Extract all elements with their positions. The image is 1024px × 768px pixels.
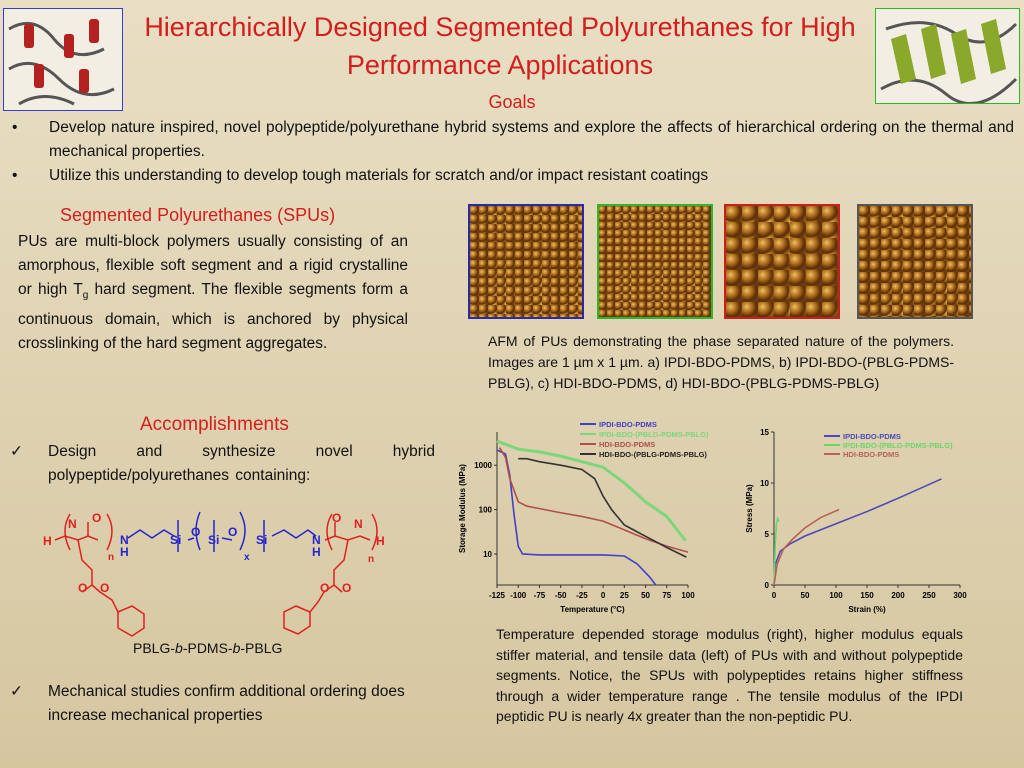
helix-cartoon-left (3, 8, 123, 111)
x-tick-label: -50 (555, 591, 567, 600)
svg-text:H: H (43, 534, 52, 548)
svg-text:Si: Si (208, 533, 219, 547)
x-tick-label: 75 (662, 591, 671, 600)
spu-text: PUs are multi-block polymers usually con… (18, 233, 409, 353)
x-tick-label: -125 (489, 591, 506, 600)
x-tick-label: 0 (601, 591, 606, 600)
svg-text:x: x (244, 552, 250, 563)
accomplishment-item: ✓ Design and synthesize novel hybrid poly… (10, 440, 435, 488)
y-tick-label: 10 (760, 479, 769, 488)
y-axis-label: Storage Modulus (MPa) (458, 464, 467, 553)
x-tick-label: 25 (620, 591, 629, 600)
svg-text:H: H (376, 534, 385, 548)
y-tick-label: 10 (483, 550, 492, 559)
mechanical-charts: -125 -100 -75 -50 -25 0 25 50 75 100101001000Temp… (458, 420, 967, 614)
afm-caption: AFM of PUs demonstrating the phase separ… (488, 333, 954, 391)
svg-text:Si: Si (170, 533, 181, 547)
figure-caption: Temperature depended storage modulus (ri… (496, 626, 963, 724)
afm-image (724, 204, 840, 319)
x-tick-label: 0 (772, 591, 777, 600)
spu-heading: Segmented Polyurethanes (SPUs) (60, 205, 336, 225)
poster-title: Hierarchically Designed Segmented Polyur… (144, 12, 856, 80)
svg-text:O: O (228, 525, 237, 539)
x-tick-label: 50 (801, 591, 810, 600)
svg-text:N: N (68, 517, 77, 531)
legend-label: IPDI-BDO-PDMS (843, 432, 901, 441)
x-tick-label: -25 (576, 591, 588, 600)
x-axis-label: Strain (%) (848, 605, 886, 614)
sheet-cartoon-right (875, 8, 1020, 106)
legend-label: HDI-BDO-PDMS (599, 440, 655, 449)
y-tick-label: 1000 (474, 461, 492, 470)
check-icon: ✓ (10, 443, 23, 460)
goal-item: • Utilize this understanding to develop t… (12, 167, 709, 184)
legend-label: HDI-BDO-(PBLG-PDMS-PBLG) (599, 450, 707, 459)
legend-label: HDI-BDO-PDMS (843, 450, 899, 459)
x-tick-label: 250 (922, 591, 936, 600)
afm-image (857, 204, 973, 319)
legend-label: IPDI-BDO-(PBLG-PDMS-PBLG) (843, 441, 953, 450)
y-tick-label: 15 (760, 428, 769, 437)
svg-text:O: O (342, 581, 351, 595)
svg-text:O: O (320, 581, 329, 595)
pblg-pdms-pblg-structure: H N O n N H Si O Si O x Si N H N H O n O… (43, 511, 385, 637)
svg-text:O: O (191, 525, 200, 539)
svg-text:N: N (120, 533, 129, 547)
afm-image (468, 204, 584, 319)
x-tick-label: -75 (534, 591, 546, 600)
svg-text:O: O (100, 581, 109, 595)
helix-bundle-icon (8, 19, 115, 106)
legend-label: IPDI-BDO-(PBLG-PDMS-PBLG) (599, 430, 709, 439)
series-line (518, 457, 687, 558)
svg-text:O: O (78, 581, 87, 595)
svg-text:H: H (120, 545, 129, 559)
y-tick-label: 0 (765, 581, 770, 590)
y-tick-label: 5 (765, 530, 770, 539)
x-tick-label: -100 (510, 591, 527, 600)
x-tick-label: 200 (891, 591, 905, 600)
goal-item: • Develop nature inspired, novel polypept… (12, 119, 1014, 160)
series-line (496, 439, 687, 542)
legend-label: IPDI-BDO-PDMS (599, 420, 657, 429)
x-axis-label: Temperature (°C) (560, 605, 625, 614)
series-line (773, 478, 942, 586)
x-tick-label: 150 (860, 591, 874, 600)
x-tick-label: 50 (641, 591, 650, 600)
svg-text:H: H (312, 545, 321, 559)
series-line (773, 516, 780, 586)
svg-text:n: n (108, 552, 114, 563)
svg-text:O: O (92, 511, 101, 525)
series-line (498, 447, 689, 553)
x-tick-label: 300 (953, 591, 967, 600)
accomplishment-item: ✓ Mechanical studies confirm additional o… (10, 680, 435, 728)
goals-heading: Goals (488, 92, 536, 112)
y-axis-label: Stress (MPa) (745, 484, 754, 533)
structure-label: PBLG-b-PDMS-b-PBLG (133, 640, 283, 656)
x-tick-label: 100 (829, 591, 843, 600)
afm-image (597, 204, 713, 319)
x-tick-label: 100 (681, 591, 695, 600)
svg-text:O: O (332, 511, 341, 525)
series-line (773, 508, 840, 586)
series-line (496, 449, 657, 586)
svg-text:N: N (354, 517, 363, 531)
svg-text:n: n (368, 554, 374, 565)
check-icon: ✓ (10, 683, 23, 700)
beta-sheet-icon (880, 19, 1018, 106)
y-tick-label: 100 (479, 506, 493, 515)
accomplishments-heading: Accomplishments (140, 414, 289, 435)
svg-text:Si: Si (256, 533, 267, 547)
goals-list: • Develop nature inspired, novel polypept… (4, 116, 1014, 188)
svg-text:N: N (312, 533, 321, 547)
